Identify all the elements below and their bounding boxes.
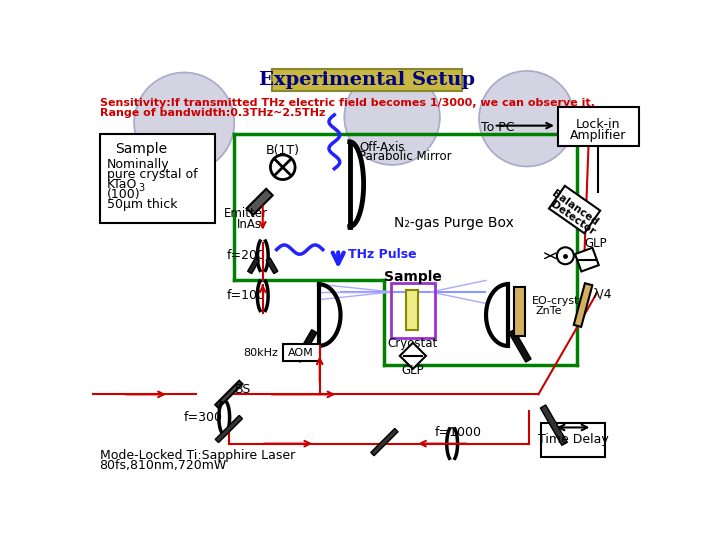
Text: Balanced: Balanced: [549, 188, 600, 228]
Text: Sensitivity:If transmitted THz electric field becomes 1/3000, we can observe it.: Sensitivity:If transmitted THz electric …: [99, 98, 595, 109]
Bar: [509, 329, 531, 362]
Text: AOM: AOM: [289, 348, 314, 358]
Text: Cryostat: Cryostat: [388, 337, 438, 350]
Text: f=200: f=200: [227, 249, 266, 262]
Circle shape: [271, 155, 295, 179]
Bar: [283, 345, 320, 361]
Text: (100): (100): [107, 188, 141, 201]
Text: Amplifier: Amplifier: [570, 129, 626, 142]
Text: Parabolic Mirror: Parabolic Mirror: [359, 150, 451, 163]
Text: Range of bandwidth:0.3THz~2.5THz: Range of bandwidth:0.3THz~2.5THz: [99, 109, 325, 118]
Circle shape: [557, 247, 574, 264]
Text: Time Delay: Time Delay: [538, 433, 608, 446]
Text: pure crystal of: pure crystal of: [107, 168, 198, 181]
Bar: [390, 283, 435, 338]
Text: To PC: To PC: [481, 122, 514, 134]
Text: GLP: GLP: [402, 364, 424, 377]
Text: Detector: Detector: [549, 200, 597, 238]
Bar: [541, 423, 606, 457]
Text: Nominally: Nominally: [107, 158, 170, 171]
Text: Sample: Sample: [115, 143, 167, 157]
Text: Lock-in: Lock-in: [575, 118, 620, 131]
Bar: [549, 186, 600, 233]
Bar: [558, 107, 639, 146]
FancyBboxPatch shape: [272, 70, 462, 91]
Circle shape: [344, 70, 440, 165]
Bar: [514, 287, 525, 336]
Text: Experimental Setup: Experimental Setup: [258, 71, 474, 89]
Text: Off-Axis: Off-Axis: [359, 141, 405, 154]
Text: N₂-gas Purge Box: N₂-gas Purge Box: [394, 215, 513, 230]
Text: 80fs,810nm,720mW: 80fs,810nm,720mW: [99, 458, 227, 472]
Text: InAs: InAs: [237, 218, 262, 231]
Circle shape: [479, 71, 575, 166]
Text: KTaO: KTaO: [107, 178, 138, 191]
Text: THz Pulse: THz Pulse: [348, 248, 417, 261]
Bar: [246, 189, 273, 215]
Circle shape: [134, 72, 234, 173]
Bar: [540, 405, 567, 446]
Bar: [248, 258, 259, 274]
Text: f=100: f=100: [227, 289, 266, 302]
Text: Sample: Sample: [384, 269, 442, 284]
Bar: [294, 329, 317, 362]
Bar: [406, 291, 418, 330]
Text: λ/4: λ/4: [593, 288, 612, 301]
Bar: [574, 283, 593, 327]
Text: Mode-Locked Ti:Sapphire Laser: Mode-Locked Ti:Sapphire Laser: [99, 449, 294, 462]
Bar: [400, 343, 426, 369]
Bar: [371, 428, 398, 456]
Bar: [266, 258, 278, 274]
Bar: [99, 134, 215, 222]
Text: 3: 3: [138, 183, 144, 193]
Text: GLP: GLP: [585, 237, 608, 250]
Bar: [215, 381, 243, 408]
Text: ZnTe: ZnTe: [535, 306, 562, 316]
Text: 80kHz: 80kHz: [243, 348, 278, 358]
Text: 50μm thick: 50μm thick: [107, 198, 178, 212]
Bar: [215, 415, 243, 443]
Bar: [575, 248, 599, 272]
Text: B(1T): B(1T): [266, 144, 300, 157]
Text: f=1000: f=1000: [434, 427, 482, 440]
Text: f=300: f=300: [184, 411, 223, 424]
Text: EO-crystal: EO-crystal: [532, 296, 590, 306]
Text: BS: BS: [235, 383, 251, 396]
Text: Emitter: Emitter: [224, 207, 268, 220]
